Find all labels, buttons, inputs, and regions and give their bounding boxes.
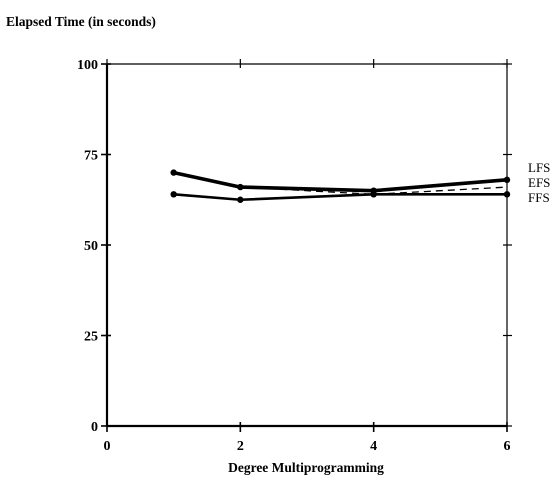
- legend-label-efs: EFS: [528, 175, 550, 190]
- x-tick-label: 2: [237, 439, 244, 454]
- y-tick-label: 75: [84, 149, 98, 164]
- y-tick-label: 50: [84, 239, 98, 254]
- y-tick-label: 0: [91, 420, 98, 435]
- data-point-ffs: [370, 191, 377, 198]
- data-point-ffs: [503, 191, 511, 198]
- legend-label-lfs: LFS: [528, 160, 550, 175]
- x-axis-label: Degree Multiprogramming: [228, 460, 384, 475]
- data-point-ffs: [170, 191, 177, 198]
- y-axis-ticks: 0 25 50 75 100: [77, 58, 512, 435]
- series-points: [170, 169, 511, 203]
- x-axis-ticks: 0 2 4 6: [104, 59, 511, 454]
- data-point-lfs: [503, 176, 511, 184]
- x-tick-label: 6: [504, 439, 511, 454]
- chart-title: Elapsed Time (in seconds): [6, 14, 156, 29]
- x-tick-label: 0: [104, 439, 111, 454]
- legend-label-ffs: FFS: [528, 190, 550, 205]
- data-point-lfs: [237, 183, 244, 191]
- data-point-ffs: [237, 196, 244, 203]
- y-tick-label: 100: [77, 58, 98, 73]
- series-line-lfs: [173, 170, 508, 193]
- data-point-lfs: [170, 169, 177, 176]
- y-tick-label: 25: [84, 330, 98, 345]
- series-line-ffs: [173, 193, 507, 202]
- series-line-efs: [173, 171, 508, 195]
- plot-axes: [105, 63, 508, 428]
- series-lines: [173, 170, 508, 202]
- x-tick-label: 4: [370, 439, 377, 454]
